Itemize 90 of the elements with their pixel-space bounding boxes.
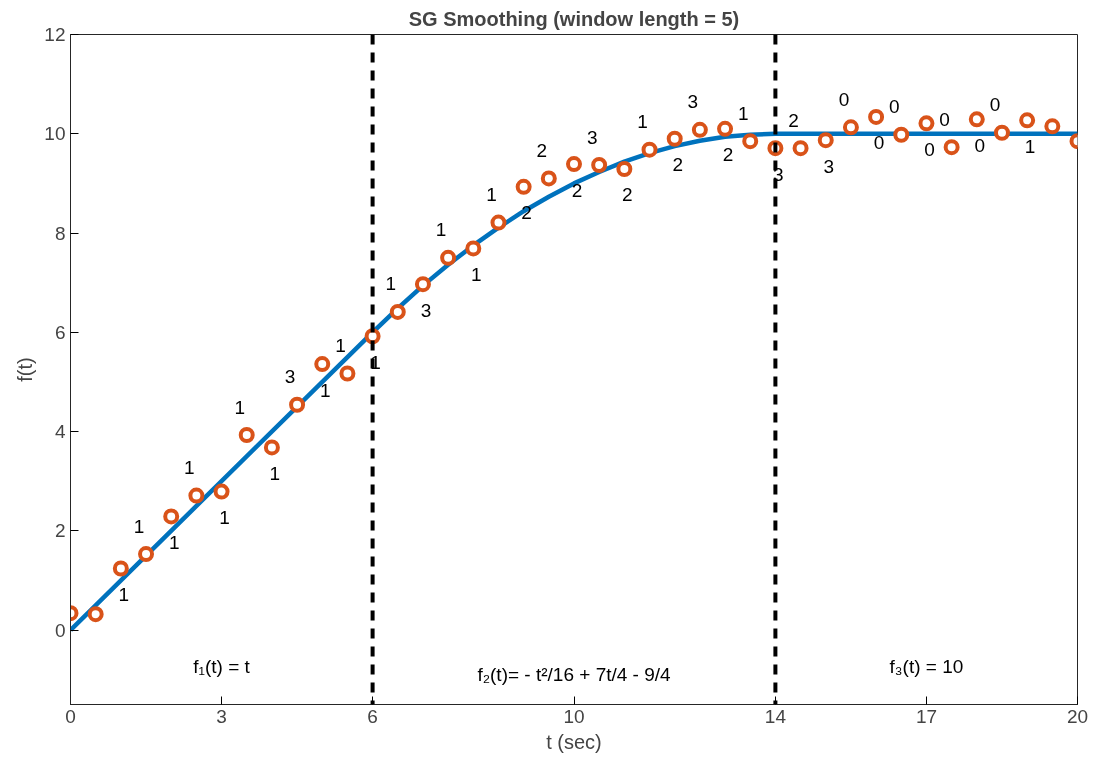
annotation: 1 xyxy=(269,462,281,484)
point xyxy=(591,157,608,174)
annotation: 1 xyxy=(319,379,331,401)
annotation: 1 xyxy=(234,396,246,418)
annotation: 1 xyxy=(486,184,497,206)
point xyxy=(918,115,935,132)
point xyxy=(742,133,759,150)
point xyxy=(566,156,582,173)
annotation: 1 xyxy=(118,584,130,606)
point xyxy=(641,141,658,158)
point xyxy=(314,356,331,373)
annotation: 0 xyxy=(873,132,885,154)
point xyxy=(691,121,708,138)
annotation: 1 xyxy=(184,457,195,479)
annotation: 2 xyxy=(672,154,683,176)
x-tick-label: 14 xyxy=(764,705,787,727)
annotation: 1 xyxy=(435,219,447,241)
annotation: 1 xyxy=(168,531,180,553)
annotation: 2 xyxy=(622,184,633,206)
annotation: 2 xyxy=(722,144,734,166)
y-tick-label: 0 xyxy=(54,619,66,641)
y-tick-label: 8 xyxy=(54,222,66,244)
point xyxy=(263,439,280,456)
point xyxy=(414,276,431,293)
point xyxy=(893,126,910,143)
x-axis-title: t (sec) xyxy=(546,730,602,753)
annotation: 1 xyxy=(133,515,145,537)
point xyxy=(138,546,155,563)
y-tick-label: 4 xyxy=(54,421,66,443)
annotation: 3 xyxy=(420,299,432,321)
annotation: 3 xyxy=(823,155,835,177)
point xyxy=(440,249,457,266)
annotation: f₁(t) = t xyxy=(193,656,251,677)
point xyxy=(842,119,859,136)
annotation: 0 xyxy=(939,108,950,130)
x-tick-label: 3 xyxy=(216,705,227,727)
annotation: 1 xyxy=(471,263,482,285)
point xyxy=(616,161,633,177)
y-tick-label: 10 xyxy=(44,123,66,145)
point xyxy=(389,303,406,320)
annotation: 2 xyxy=(788,109,799,131)
annotation: 1 xyxy=(737,102,749,124)
point xyxy=(490,214,507,231)
y-tick-label: 6 xyxy=(54,321,66,343)
annotation: 1 xyxy=(219,507,230,529)
point xyxy=(163,508,180,525)
point xyxy=(1019,112,1036,129)
point xyxy=(213,483,230,500)
point xyxy=(943,139,960,156)
x-tick-label: 20 xyxy=(1066,705,1089,727)
annotation: 1 xyxy=(637,111,648,133)
annotation: 1 xyxy=(385,273,397,295)
annotation: f₃(t) = 10 xyxy=(889,656,964,677)
point xyxy=(792,140,809,157)
x-tick-label: 17 xyxy=(915,705,938,727)
annotation: 3 xyxy=(586,126,598,148)
point xyxy=(540,170,557,187)
annotation: 3 xyxy=(284,366,296,388)
point xyxy=(515,178,532,195)
point xyxy=(238,427,255,443)
point xyxy=(1044,118,1061,135)
x-tick-label: 10 xyxy=(563,705,585,727)
chart-title: SG Smoothing (window length = 5) xyxy=(408,7,740,30)
annotation: 1 xyxy=(335,334,346,356)
annotation: 0 xyxy=(924,138,935,160)
annotation: 0 xyxy=(989,94,1001,116)
y-axis-title: f(t) xyxy=(14,357,37,382)
annotation: f₂(t)= - t²/16 + 7t/4 - 9/4 xyxy=(477,664,672,685)
point xyxy=(817,132,834,149)
point xyxy=(188,487,205,504)
point xyxy=(289,396,306,413)
point xyxy=(993,124,1010,141)
annotation: 3 xyxy=(687,91,699,113)
point xyxy=(339,365,356,382)
point xyxy=(666,130,683,147)
x-tick-label: 6 xyxy=(367,705,378,727)
annotation: 0 xyxy=(888,96,900,118)
point xyxy=(717,120,734,137)
y-tick-label: 12 xyxy=(44,24,66,45)
point xyxy=(968,111,985,128)
annotation: 1 xyxy=(1024,135,1036,157)
annotation: 2 xyxy=(536,139,548,161)
annotation: 0 xyxy=(974,134,986,156)
point xyxy=(112,560,129,577)
point xyxy=(87,606,104,623)
annotation: 2 xyxy=(571,179,583,201)
annotation: 0 xyxy=(838,88,850,110)
y-tick-label: 2 xyxy=(54,520,66,542)
point xyxy=(868,108,885,125)
point xyxy=(465,240,482,257)
